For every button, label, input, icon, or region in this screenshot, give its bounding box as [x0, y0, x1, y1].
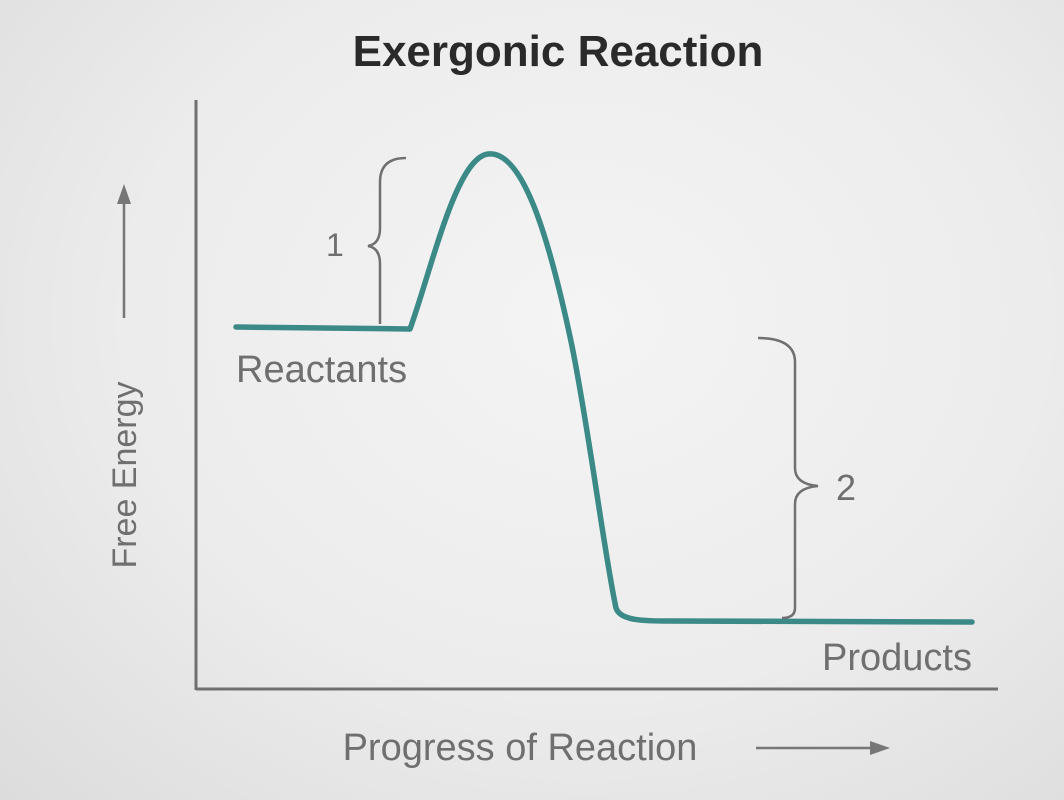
y-axis-arrow-icon [117, 184, 131, 204]
activation-energy-bracket [367, 156, 407, 324]
diagram-title: Exergonic Reaction [353, 27, 764, 76]
bracket-1-label: 1 [326, 227, 344, 263]
bracket-2-label: 2 [836, 467, 856, 508]
x-axis-label: Progress of Reaction [343, 727, 698, 769]
products-label: Products [822, 637, 972, 679]
y-axis-label: Free Energy [106, 381, 144, 568]
energy-curve [233, 151, 975, 625]
x-axis-arrow-icon [870, 741, 890, 755]
reactants-label: Reactants [236, 349, 407, 391]
energy-change-bracket [757, 336, 819, 620]
